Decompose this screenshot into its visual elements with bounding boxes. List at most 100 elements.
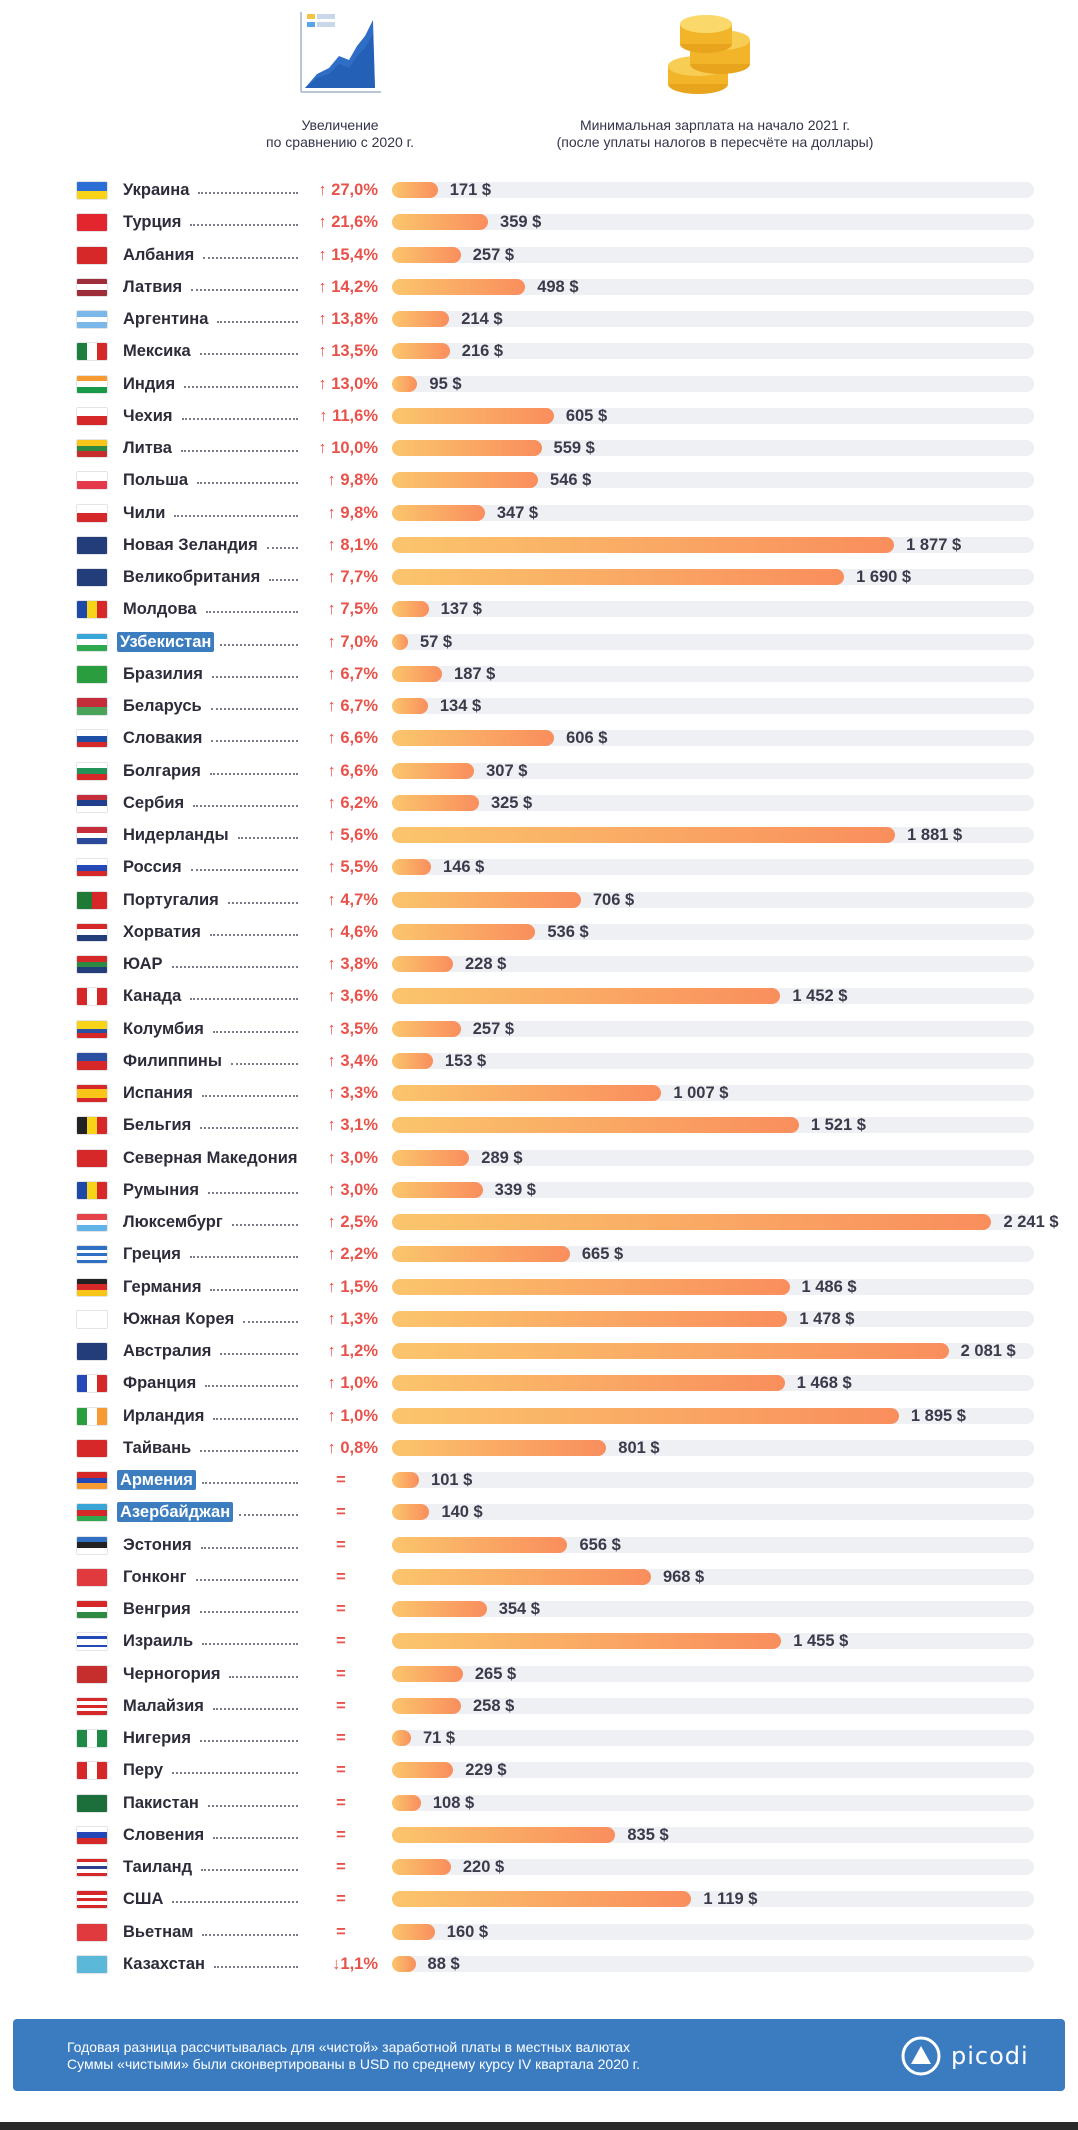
wage-bar (392, 1536, 568, 1553)
bar-track (392, 375, 1034, 392)
table-row: Люксембург ↑ 2,5% 2 241 $ (0, 1205, 1078, 1237)
dot-leader (203, 239, 298, 259)
country-name: Пакистан (123, 1793, 199, 1812)
wage-value-label: 546 $ (550, 471, 592, 490)
wage-value-label: 706 $ (592, 890, 635, 909)
country-name: Испания (123, 1084, 193, 1102)
bar-track (392, 1762, 1034, 1779)
wage-value-label: 257 $ (472, 1019, 515, 1038)
country-name: Нигерия (123, 1729, 191, 1747)
bar-track (392, 1697, 1034, 1714)
change-value: = (336, 1922, 346, 1941)
flag-icon (76, 1019, 108, 1039)
flag-icon (76, 729, 108, 749)
table-row: Португалия ↑ 4,7% 706 $ (0, 883, 1078, 915)
change-value: ↑ 3,8% (327, 955, 378, 973)
wage-bar (392, 730, 555, 747)
wage-bar (392, 1762, 454, 1779)
country-name: Хорватия (123, 922, 201, 941)
bar-track (392, 1020, 1034, 1037)
flag-icon (76, 1729, 108, 1748)
growth-chart-icon (300, 12, 381, 93)
change-value: ↑ 1,3% (327, 1309, 378, 1328)
country-name: Польша (123, 471, 189, 490)
wage-value-label: 171 $ (449, 181, 492, 199)
change-value: ↑ 1,2% (327, 1342, 378, 1360)
table-row: Австралия ↑ 1,2% 2 081 $ (0, 1334, 1078, 1366)
dot-leader (172, 1883, 298, 1904)
bar-track (392, 1955, 1034, 1972)
change-value: ↑ 3,5% (327, 1019, 378, 1038)
dot-leader (208, 1787, 298, 1807)
table-row: Германия ↑ 1,5% 1 486 $ (0, 1270, 1078, 1302)
wage-value-label: 71 $ (422, 1729, 456, 1747)
table-row: Северная Македония ↑ 3,0% 289 $ (0, 1141, 1078, 1173)
dot-leader (267, 529, 298, 549)
wage-value-label: 220 $ (462, 1858, 505, 1876)
flag-icon (76, 1471, 108, 1490)
flag-icon (76, 1309, 108, 1329)
wage-value-label: 656 $ (579, 1535, 621, 1554)
bar-track (392, 698, 1034, 714)
bar-track (392, 311, 1034, 327)
flag-icon (76, 1664, 108, 1684)
wage-value-label: 665 $ (581, 1245, 624, 1264)
change-value: = (336, 1858, 346, 1876)
flag-icon (76, 1567, 108, 1587)
wage-bar (392, 1246, 570, 1263)
bar-track (392, 1923, 1034, 1940)
wage-bar (392, 956, 453, 972)
dot-leader (213, 1819, 298, 1839)
wage-column-caption: Минимальная зарплата на начало 2021 г. (… (556, 117, 874, 150)
wage-bar (392, 859, 432, 876)
wage-bar (392, 569, 845, 585)
wage-bar (392, 1826, 616, 1843)
dot-leader (190, 206, 298, 227)
wage-value-label: 801 $ (618, 1438, 660, 1457)
country-name: Украина (123, 181, 190, 199)
wage-value-label: 325 $ (490, 793, 533, 812)
country-name: Эстония (123, 1535, 192, 1554)
table-row: Нидерланды ↑ 5,6% 1 881 $ (0, 818, 1078, 850)
dot-leader (208, 1174, 298, 1194)
table-row: Узбекистан ↑ 7,0% 57 $ (0, 625, 1078, 657)
chart-rows: Украина ↑ 27,0% 171 $ Турция ↑ 21,6% 359 $ Алб… (0, 173, 1078, 1979)
wage-bar (392, 1794, 421, 1811)
change-value: ↑ 11,6% (319, 406, 378, 425)
wage-bar (392, 214, 489, 231)
dot-leader (200, 1722, 298, 1742)
table-row: Чехия ↑ 11,6% 605 $ (0, 399, 1078, 431)
table-row: Вьетнам = 160 $ (0, 1915, 1078, 1947)
wage-bar (392, 246, 461, 263)
flag-icon (76, 1245, 108, 1265)
change-value: = (336, 1793, 346, 1812)
wage-bar (392, 407, 554, 424)
picodi-logo[interactable]: picodi (899, 2034, 1029, 2078)
country-name: Словакия (123, 729, 203, 748)
country-name: Вьетнам (123, 1922, 194, 1941)
wage-bar (392, 1310, 788, 1327)
wage-bar (392, 1214, 992, 1230)
flag-icon (76, 568, 108, 587)
wage-bar (392, 1859, 451, 1875)
table-row: Казахстан ↓1,1% 88 $ (0, 1947, 1078, 1979)
wage-value-label: 153 $ (444, 1051, 487, 1070)
wage-value-label: 101 $ (431, 1471, 473, 1489)
country-name: Болгария (123, 761, 201, 780)
wage-bar (392, 1117, 799, 1134)
table-row: ЮАР ↑ 3,8% 228 $ (0, 947, 1078, 979)
wage-value-label: 339 $ (494, 1180, 536, 1199)
change-value: = (336, 1471, 346, 1489)
flag-icon (76, 1696, 108, 1716)
wage-bar (392, 1601, 487, 1617)
change-value: = (336, 1535, 346, 1554)
table-row: Мексика ↑ 13,5% 216 $ (0, 334, 1078, 366)
flag-icon (76, 858, 108, 878)
dot-leader (200, 1109, 298, 1130)
flag-icon (76, 374, 108, 394)
wage-bar (392, 1730, 411, 1746)
country-name: Албания (123, 245, 195, 264)
wage-bar (392, 1149, 470, 1166)
table-row: Чили ↑ 9,8% 347 $ (0, 496, 1078, 528)
table-row: Индия ↑ 13,0% 95 $ (0, 367, 1078, 399)
